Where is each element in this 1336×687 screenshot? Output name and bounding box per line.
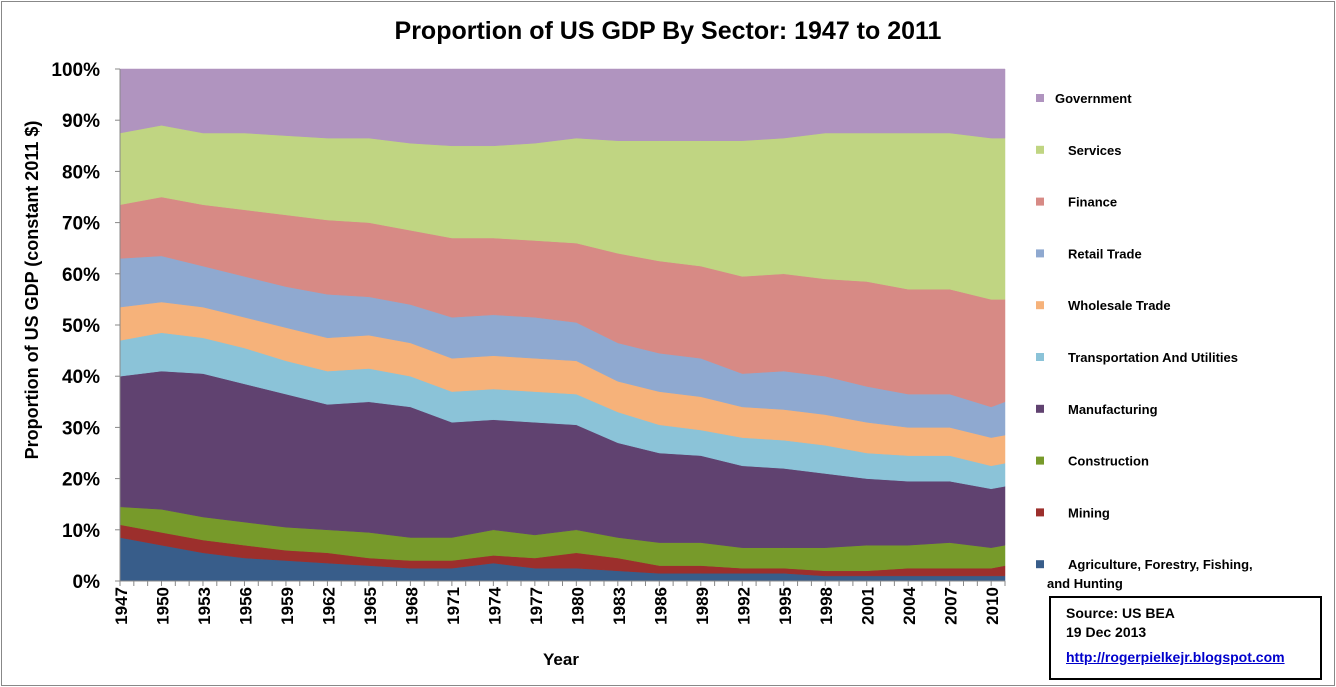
- x-tick-label: 1983: [610, 587, 629, 625]
- x-axis-title: Year: [543, 650, 579, 669]
- legend-item: Manufacturing: [1036, 402, 1158, 417]
- legend-label: Finance: [1068, 195, 1117, 210]
- x-tick-label: 1962: [319, 587, 338, 625]
- legend-swatch: [1036, 508, 1044, 517]
- legend-item: Retail Trade: [1036, 246, 1142, 261]
- x-tick-label: 1965: [361, 587, 380, 625]
- x-tick-label: 1989: [693, 587, 712, 625]
- x-tick-label: 1953: [195, 587, 214, 625]
- area-series-group: [119, 68, 1006, 582]
- x-tick-label: 2001: [859, 587, 878, 625]
- y-tick-label: 90%: [62, 111, 100, 132]
- chart-title: Proportion of US GDP By Sector: 1947 to …: [395, 17, 942, 45]
- x-tick-label: 1971: [444, 587, 463, 625]
- y-tick-label: 100%: [51, 60, 100, 81]
- x-tick-label: 1977: [527, 587, 546, 625]
- legend-item: Mining: [1036, 505, 1110, 520]
- y-axis-title: Proportion of US GDP (constant 2011 $): [22, 121, 42, 460]
- legend-label: Transportation And Utilities: [1068, 350, 1238, 365]
- legend-swatch: [1036, 404, 1044, 413]
- legend-label: Services: [1068, 143, 1122, 158]
- y-tick-label: 10%: [62, 521, 100, 542]
- legend-label: Government: [1055, 91, 1132, 106]
- legend-label: Construction: [1068, 454, 1149, 469]
- legend-item: Finance: [1036, 195, 1117, 210]
- legend-label-line2: and Hunting: [1047, 576, 1123, 591]
- y-tick-label: 30%: [62, 418, 100, 439]
- x-tick-label: 1947: [112, 587, 131, 625]
- y-tick-label: 60%: [62, 265, 100, 286]
- legend-swatch: [1036, 94, 1044, 102]
- legend-item: Transportation And Utilities: [1036, 350, 1238, 365]
- source-date: 19 Dec 2013: [1066, 624, 1147, 640]
- legend-swatch: [1036, 145, 1044, 154]
- legend-swatch: [1036, 560, 1044, 569]
- x-tick-label: 1995: [776, 587, 795, 625]
- x-tick-label: 2004: [900, 586, 919, 624]
- legend-item: Government: [1036, 91, 1132, 106]
- legend-item: Services: [1036, 143, 1122, 158]
- legend-swatch: [1036, 249, 1044, 258]
- x-tick-label: 1986: [651, 587, 670, 625]
- legend-label: Wholesale Trade: [1068, 298, 1171, 313]
- y-tick-label: 70%: [62, 214, 100, 235]
- y-tick-label: 40%: [62, 367, 100, 388]
- x-tick-label: 1959: [278, 587, 297, 625]
- y-tick-label: 50%: [62, 316, 100, 337]
- legend-label: Retail Trade: [1068, 246, 1142, 261]
- legend-label: Manufacturing: [1068, 402, 1158, 417]
- x-tick-label: 1956: [236, 587, 255, 625]
- x-tick-label: 2007: [942, 587, 961, 625]
- legend-item: Construction: [1036, 454, 1149, 469]
- legend: Government Services Finance Retail Trade Who…: [1036, 91, 1253, 591]
- area-government: [119, 68, 1006, 147]
- legend-label: Mining: [1068, 505, 1110, 520]
- blog-link[interactable]: http://rogerpielkejr.blogspot.com: [1066, 649, 1285, 665]
- legend-swatch: [1036, 456, 1044, 465]
- source-text: Source: US BEA: [1066, 605, 1175, 621]
- x-tick-label: 1974: [485, 586, 504, 624]
- legend-swatch: [1036, 301, 1044, 310]
- y-tick-label: 80%: [62, 162, 100, 183]
- axes-group: 0% 10% 20% 30% 40% 50% 60% 70% 80% 90% 100% 1947 195…: [51, 60, 1006, 625]
- legend-item: Agriculture, Forestry, Fishing, and Hunti…: [1036, 557, 1253, 591]
- x-tick-label: 1980: [568, 587, 587, 625]
- legend-swatch: [1036, 353, 1044, 361]
- x-tick-label: 1968: [402, 587, 421, 625]
- x-tick-label: 2010: [983, 587, 1002, 625]
- y-tick-label: 0%: [73, 572, 101, 593]
- y-tick-label: 20%: [62, 470, 100, 491]
- x-tick-label: 1992: [734, 587, 753, 625]
- x-tick-label: 1950: [153, 587, 172, 625]
- x-tick-label: 1998: [817, 587, 836, 625]
- legend-item: Wholesale Trade: [1036, 298, 1171, 313]
- legend-swatch: [1036, 197, 1044, 206]
- legend-label: Agriculture, Forestry, Fishing,: [1068, 557, 1253, 572]
- source-box: Source: US BEA 19 Dec 2013 http://rogerp…: [1049, 596, 1322, 680]
